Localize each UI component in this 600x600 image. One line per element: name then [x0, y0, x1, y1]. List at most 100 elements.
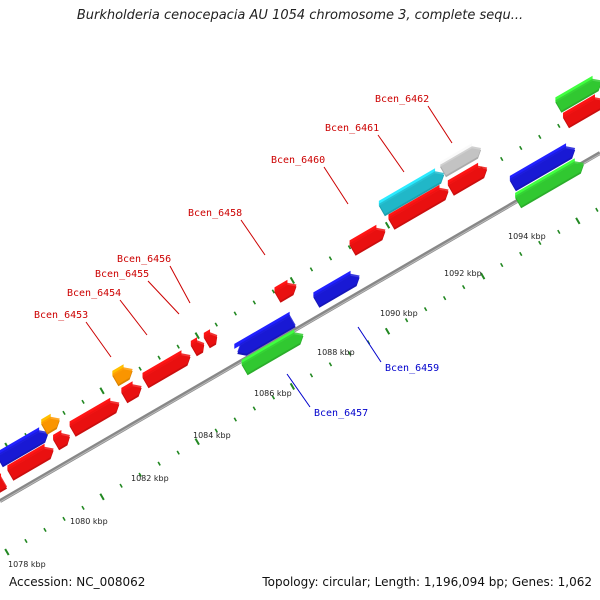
map-title: Burkholderia cenocepacia AU 1054 chromos… [76, 8, 524, 23]
gene-label: Bcen_6455 [95, 269, 149, 280]
outer-tick [384, 221, 391, 229]
feature-track [0, 75, 600, 493]
feature-top-14 [447, 162, 488, 196]
feature-top-8 [142, 350, 191, 389]
outer-tick [500, 156, 504, 162]
inner-tick [309, 373, 314, 378]
inner-tick [557, 229, 561, 235]
gene-label: Bcen_6456 [117, 254, 171, 265]
inner-tick [442, 295, 447, 301]
feature-top-10-shine [203, 332, 218, 347]
gene-label: Bcen_6458 [188, 208, 242, 219]
gene-label: Bcen_6459 [385, 363, 439, 374]
inner-tick [62, 516, 66, 522]
inner-tick [404, 318, 409, 323]
feature-top-17-shine [562, 97, 600, 127]
feature-top-16 [439, 143, 482, 178]
outer-tick [519, 145, 523, 151]
kbp-tick-label: 1086 kbp [254, 389, 292, 398]
outer-tick [557, 123, 561, 129]
summary-text: Topology: circular; Length: 1,196,094 bp… [262, 575, 592, 589]
inner-tick [43, 527, 47, 533]
leader-line [323, 166, 349, 205]
inner-tick [347, 351, 352, 356]
feature-bottom-2-shine [313, 273, 360, 306]
feature-top-13 [388, 184, 449, 230]
feature-top-2 [41, 413, 60, 435]
feature-top-1 [0, 427, 49, 468]
feature-top-3 [7, 443, 54, 481]
outer-tick [328, 256, 333, 261]
leader-lines [85, 105, 453, 408]
feature-top-18 [555, 75, 600, 113]
feature-top-4 [53, 430, 70, 451]
gene-label: Bcen_6454 [67, 288, 121, 299]
inner-tick [595, 207, 599, 212]
backbone [0, 151, 600, 503]
kbp-tick-label: 1090 kbp [380, 309, 418, 318]
outer-tick [309, 267, 314, 272]
feature-bottom-3 [509, 143, 576, 192]
feature-top-5-shine [69, 400, 120, 435]
feature-top-2-shine [41, 416, 60, 433]
leader-line [85, 321, 112, 358]
outer-tick [271, 289, 276, 294]
inner-tick [480, 272, 486, 280]
feature-top-3-shine [7, 446, 54, 479]
feature-top-15 [378, 168, 445, 217]
feature-bottom-0-shine [237, 314, 296, 354]
feature-bottom-2 [313, 270, 360, 308]
feature-top-0 [0, 473, 8, 493]
outer-tick [289, 276, 296, 284]
leader-line [147, 280, 180, 315]
feature-top-4-shine [53, 433, 70, 449]
feature-bottom-4 [515, 158, 584, 209]
inner-tick [119, 483, 123, 488]
kbp-tick-label: 1082 kbp [131, 474, 169, 483]
inner-tick [194, 438, 200, 446]
leader-line [286, 373, 311, 408]
outer-tick [176, 344, 180, 349]
inner-tick [500, 262, 504, 268]
feature-top-17 [562, 94, 600, 129]
feature-bottom-3-shine [509, 146, 576, 190]
outer-tick [347, 245, 352, 250]
inner-tick [176, 450, 180, 455]
inner-tick [384, 327, 391, 335]
kbp-tick-label: 1088 kbp [317, 348, 355, 357]
feature-top-8-shine [142, 353, 191, 387]
feature-bottom-0 [234, 311, 296, 356]
outer-tick [62, 410, 66, 416]
feature-top-11 [274, 279, 297, 303]
feature-top-1-shine [0, 430, 49, 466]
backbone-line [0, 151, 600, 503]
feature-bottom-4-shine [515, 161, 584, 207]
inner-tick [575, 217, 581, 225]
feature-top-15-shine [378, 171, 445, 215]
feature-bottom-1 [241, 329, 304, 376]
inner-tick [138, 472, 142, 477]
inner-tick [252, 406, 257, 411]
leader-line [169, 265, 191, 304]
feature-top-7-shine [121, 384, 142, 402]
kbp-tick-label: 1084 kbp [193, 431, 231, 440]
inner-tick [233, 417, 237, 422]
feature-top-12-shine [349, 227, 386, 254]
gene-label: Bcen_6462 [375, 94, 429, 105]
feature-top-16-shine [439, 146, 482, 176]
inner-tick [461, 284, 466, 290]
backbone-highlight [0, 153, 600, 503]
outer-tick [81, 399, 85, 404]
feature-top-0-shine [0, 476, 8, 491]
inner-tick [519, 251, 523, 257]
inner-tick [214, 428, 218, 433]
feature-top-10 [203, 329, 218, 349]
inner-tick [4, 548, 10, 556]
leader-line [377, 134, 405, 173]
outer-tick [138, 366, 142, 371]
gene-label: Bcen_6453 [34, 310, 88, 321]
feature-top-9 [190, 337, 205, 357]
feature-top-14-shine [447, 165, 488, 194]
